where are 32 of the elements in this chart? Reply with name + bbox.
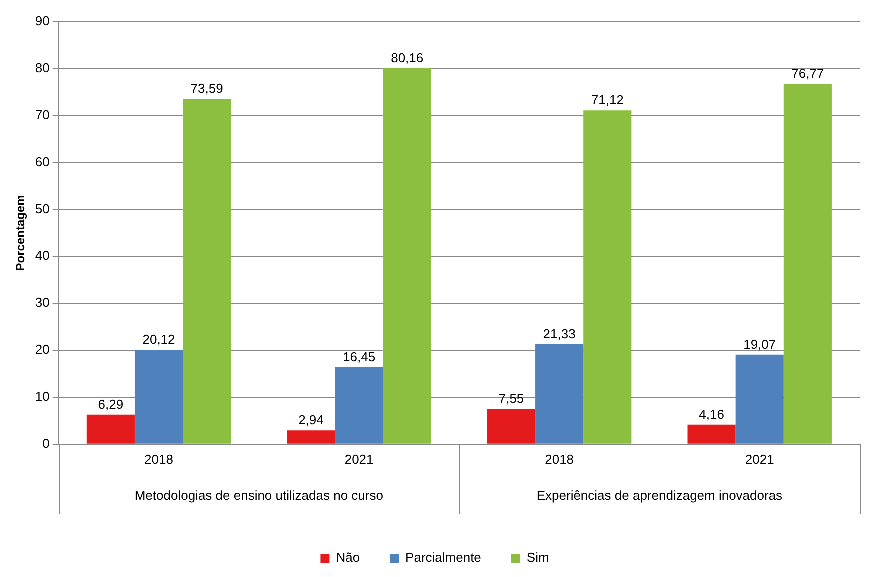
- y-tick-label: 0: [42, 436, 50, 451]
- legend-label: Não: [336, 550, 360, 566]
- data-label: 76,77: [792, 66, 824, 82]
- x-tick-label: 2018: [545, 452, 574, 467]
- text: Metodologias de ensino utilizadas no curso: [134, 488, 384, 503]
- y-tick-label: 40: [35, 248, 50, 264]
- x-tick-label: 2018: [144, 452, 174, 467]
- y-tick-label: 30: [35, 295, 50, 310]
- legend-label: Sim: [526, 550, 550, 566]
- data-label: 19,07: [744, 336, 776, 352]
- data-label: 16,45: [343, 349, 376, 364]
- data-label: 71,12: [591, 92, 624, 108]
- x-tick-label: 2021: [745, 452, 774, 467]
- data-label: 6,29: [98, 396, 124, 412]
- data-label: 21,33: [543, 326, 576, 342]
- data-label: 20,12: [142, 332, 176, 348]
- data-label: 7,55: [498, 391, 524, 406]
- y-tick-label: 10: [35, 389, 50, 404]
- y-tick-label: 20: [35, 342, 50, 358]
- y-tick-label: 50: [35, 201, 50, 216]
- y-tick-label: 80: [35, 60, 50, 76]
- data-label: 80,16: [391, 50, 424, 66]
- data-label: 2,94: [298, 412, 324, 428]
- data-label: 73,59: [190, 81, 224, 96]
- y-axis-title: Porcentagem: [14, 195, 28, 272]
- text: Experiências de aprendizagem inovadoras: [536, 488, 784, 503]
- data-label: 4,16: [699, 406, 724, 422]
- y-tick-label: 90: [35, 14, 50, 29]
- y-tick-label: 60: [35, 154, 50, 170]
- legend-label: Parcialmente: [406, 550, 482, 566]
- y-tick-label: 70: [35, 107, 50, 122]
- x-tick-label: 2021: [344, 452, 374, 467]
